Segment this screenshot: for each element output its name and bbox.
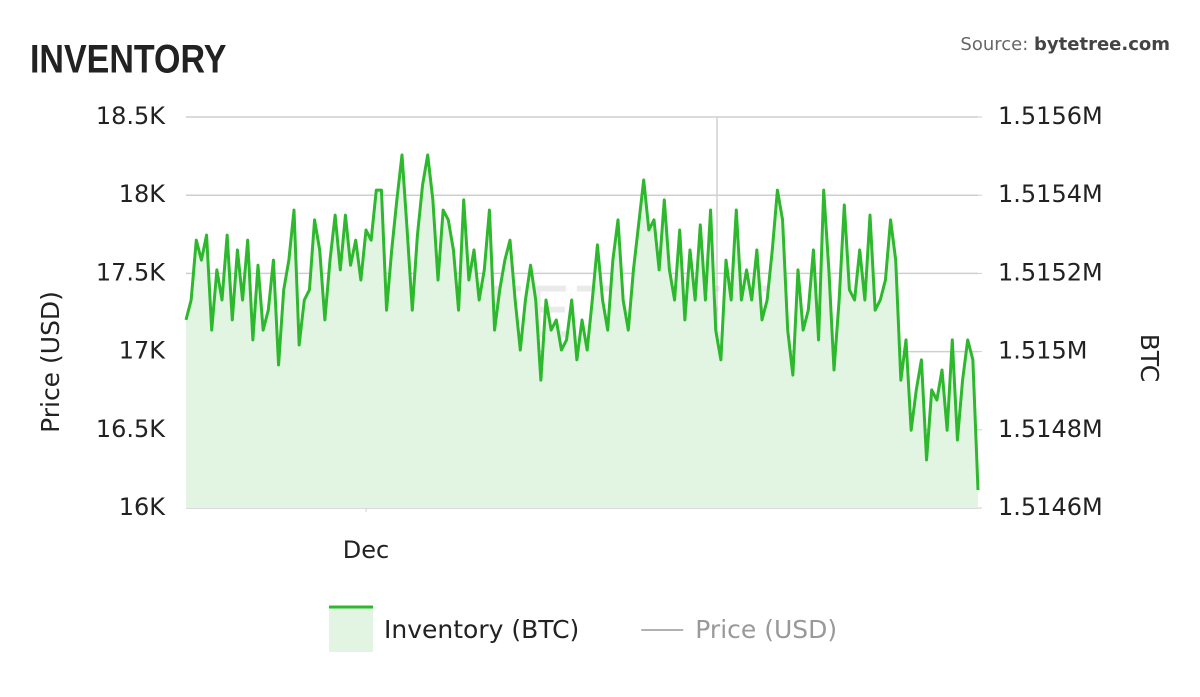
y-tick-label: 17.5K <box>96 258 166 286</box>
y2-tick-label: 1.5156M <box>998 102 1103 130</box>
y-tick-label: 18K <box>119 180 167 208</box>
y-tick-label: 16.5K <box>96 415 166 443</box>
source-site: bytetree.com <box>1034 34 1170 55</box>
legend-item[interactable]: Inventory (BTC) <box>329 605 579 652</box>
legend-label: Inventory (BTC) <box>384 615 579 644</box>
y2-tick-label: 1.5148M <box>998 415 1103 443</box>
y2-tick-label: 1.515M <box>998 337 1087 365</box>
source: Source: bytetree.com <box>960 34 1170 55</box>
y2-tick-label: 1.5146M <box>998 493 1103 521</box>
chart-title: INVENTORY <box>30 36 227 81</box>
y2-axis-label: BTC <box>1135 334 1164 382</box>
y-tick-label: 18.5K <box>96 102 166 130</box>
y-tick-label: 16K <box>119 493 167 521</box>
x-tick-label: Dec <box>343 536 389 564</box>
y-axis-label: Price (USD) <box>36 291 65 433</box>
legend-label: Price (USD) <box>695 615 837 644</box>
source-label: Source: <box>960 34 1028 55</box>
y-tick-label: 17K <box>119 337 167 365</box>
legend-item[interactable]: Price (USD) <box>641 615 837 644</box>
y2-tick-label: 1.5154M <box>998 180 1103 208</box>
legend-swatch <box>329 606 373 652</box>
y2-tick-label: 1.5152M <box>998 258 1103 286</box>
line <box>184 153 980 491</box>
